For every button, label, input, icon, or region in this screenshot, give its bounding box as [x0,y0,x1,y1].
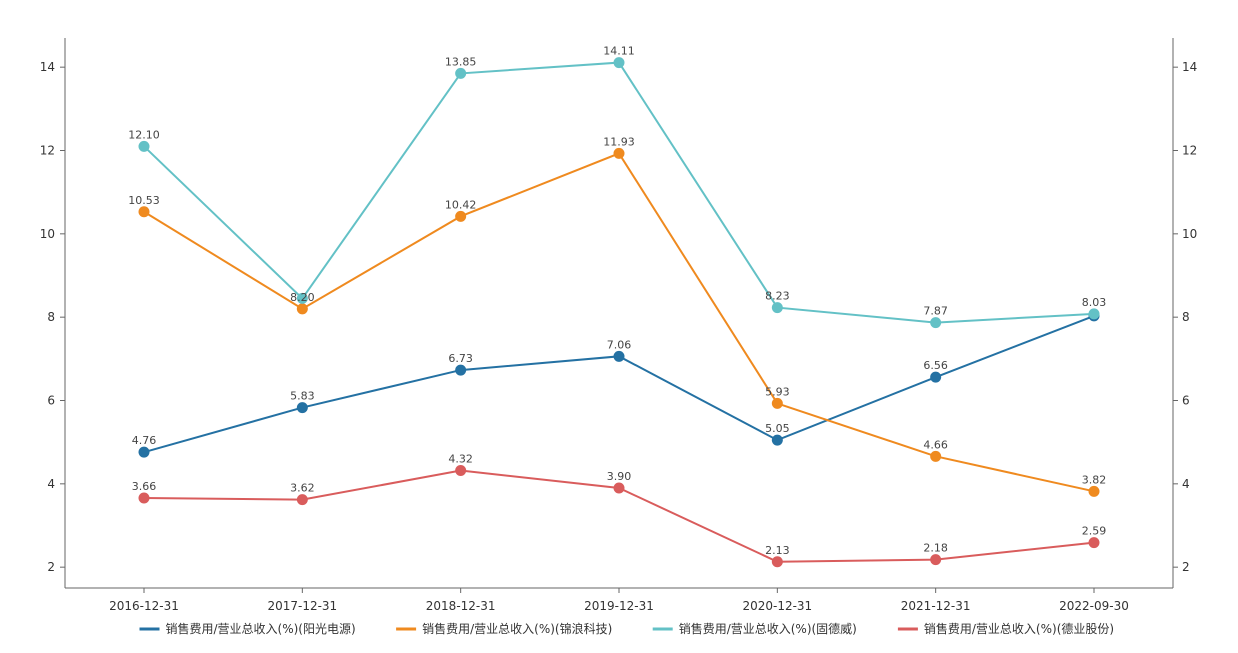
data-label: 4.66 [923,438,948,451]
data-label: 3.82 [1082,473,1107,486]
data-point [455,67,467,79]
data-point [771,397,783,409]
series-points [138,57,1100,568]
data-label: 7.87 [923,305,948,318]
data-label: 5.05 [765,422,790,435]
data-label: 3.62 [290,482,315,495]
legend-label: 销售费用/营业总收入(%)(锦浪科技) [422,621,612,636]
data-point [613,482,625,494]
legend-label: 销售费用/营业总收入(%)(德业股份) [924,621,1114,636]
x-tick-label: 2016-12-31 [109,599,179,613]
data-label: 4.76 [132,434,157,447]
data-point [296,402,308,414]
y-tick-label-left: 12 [40,144,55,158]
data-point [138,206,150,218]
x-tick-label: 2019-12-31 [584,599,654,613]
data-point [613,147,625,159]
data-label: 3.90 [607,470,632,483]
data-label: 2.13 [765,544,790,557]
data-labels: 4.76 5.83 6.73 7.06 5.05 6.56 10.53 8.20 10.42 11… [128,45,1106,557]
axes: 2 2 4 4 6 6 8 8 10 10 12 12 14 14 2016-12-31 2017-12-31… [40,38,1197,613]
data-point [455,364,467,376]
data-label: 11.93 [603,135,635,148]
data-point [930,450,942,462]
y-tick-label-left: 14 [40,60,55,74]
data-label: 3.66 [132,480,157,493]
data-point [1088,308,1100,320]
data-point [138,492,150,504]
data-label: 5.93 [765,385,790,398]
data-point [930,371,942,383]
data-label: 2.18 [923,542,948,555]
y-tick-label-right: 10 [1182,227,1197,241]
data-point [613,350,625,362]
x-tick-label: 2022-09-30 [1059,599,1129,613]
data-point [613,57,625,69]
data-point [930,317,942,329]
data-label: 12.10 [128,128,160,141]
x-tick-label: 2020-12-31 [742,599,812,613]
data-point [138,446,150,458]
data-point [455,465,467,476]
data-label: 8.20 [290,291,315,304]
data-label: 4.32 [448,453,473,466]
data-point [296,494,308,506]
data-label: 5.83 [290,390,315,403]
legend-label: 销售费用/营业总收入(%)(固德威) [679,621,857,636]
data-point [1088,485,1100,497]
data-label: 6.56 [923,359,948,372]
data-label: 14.11 [603,45,635,58]
data-label: 7.06 [607,338,632,351]
data-point [771,434,783,446]
x-tick-label: 2017-12-31 [267,599,337,613]
data-label: 8.23 [765,290,790,303]
y-tick-label-right: 12 [1182,144,1197,158]
series-line [143,61,1095,324]
data-point [455,210,467,222]
data-label: 13.85 [445,55,477,68]
data-point [1088,537,1100,549]
series-line [143,314,1095,454]
data-label: 8.03 [1082,296,1107,309]
data-label: 10.53 [128,194,160,207]
y-tick-label-right: 4 [1182,477,1190,491]
data-point [930,554,942,566]
x-tick-label: 2018-12-31 [426,599,496,613]
y-tick-label-left: 4 [47,477,55,491]
data-point [296,292,308,304]
y-tick-label-left: 6 [47,394,55,408]
legend-label: 销售费用/营业总收入(%)(阳光电源) [166,621,356,636]
y-tick-label-left: 10 [40,227,55,241]
x-tick-label: 2021-12-31 [901,599,971,613]
y-tick-label-right: 6 [1182,394,1190,408]
data-label: 10.42 [445,198,477,211]
y-tick-label-right: 2 [1182,560,1190,574]
legend: 销售费用/营业总收入(%)(阳光电源) 销售费用/营业总收入(%)(锦浪科技) 销售… [139,621,1114,636]
y-tick-label-left: 8 [47,310,55,324]
data-point [771,302,783,314]
data-point [771,556,783,568]
y-tick-label-left: 2 [47,560,55,574]
y-tick-label-right: 14 [1182,60,1197,74]
data-label: 2.59 [1082,525,1107,538]
y-tick-label-right: 8 [1182,310,1190,324]
data-label: 6.73 [448,352,473,365]
data-point [138,140,150,152]
data-point [296,303,308,315]
